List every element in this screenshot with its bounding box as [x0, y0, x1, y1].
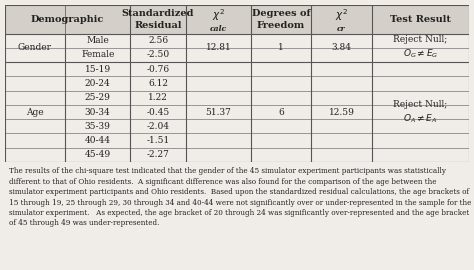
Text: 12.59: 12.59	[328, 107, 355, 117]
Text: 25-29: 25-29	[85, 93, 110, 102]
Text: Degrees of
Freedom: Degrees of Freedom	[252, 9, 310, 29]
Text: Reject Null;
$O_A \neq E_A$: Reject Null; $O_A \neq E_A$	[393, 100, 447, 125]
Text: -1.51: -1.51	[146, 136, 170, 145]
Text: -2.27: -2.27	[146, 150, 170, 159]
Text: Test Result: Test Result	[390, 15, 451, 24]
Text: calc: calc	[210, 25, 227, 33]
Text: Demographic: Demographic	[31, 15, 104, 24]
Text: Reject Null;
$O_G \neq E_G$: Reject Null; $O_G \neq E_G$	[393, 35, 447, 60]
Text: Male: Male	[86, 36, 109, 45]
Text: 12.81: 12.81	[206, 43, 231, 52]
Text: 20-24: 20-24	[85, 79, 110, 88]
Text: 35-39: 35-39	[85, 122, 110, 131]
Text: Gender: Gender	[18, 43, 52, 52]
Text: -2.50: -2.50	[146, 50, 170, 59]
Text: Age: Age	[26, 107, 44, 117]
FancyBboxPatch shape	[5, 5, 469, 33]
Text: 6.12: 6.12	[148, 79, 168, 88]
Text: 2.56: 2.56	[148, 36, 168, 45]
Text: 51.37: 51.37	[206, 107, 231, 117]
Text: 3.84: 3.84	[331, 43, 352, 52]
Text: -0.45: -0.45	[146, 107, 170, 117]
Text: 1.22: 1.22	[148, 93, 168, 102]
Text: 40-44: 40-44	[85, 136, 110, 145]
Text: Standardized
Residual: Standardized Residual	[122, 9, 194, 29]
Text: 6: 6	[278, 107, 284, 117]
Text: $\chi^2$: $\chi^2$	[335, 7, 348, 23]
Text: 1: 1	[278, 43, 284, 52]
Text: -2.04: -2.04	[146, 122, 170, 131]
Text: $\chi^2$: $\chi^2$	[212, 7, 225, 23]
Text: The results of the chi-square test indicated that the gender of the 45 simulator: The results of the chi-square test indic…	[9, 167, 472, 227]
Text: 45-49: 45-49	[84, 150, 111, 159]
Text: -0.76: -0.76	[146, 65, 170, 74]
Text: Female: Female	[81, 50, 114, 59]
Text: cr: cr	[337, 25, 346, 33]
Text: 15-19: 15-19	[84, 65, 111, 74]
Text: 30-34: 30-34	[85, 107, 110, 117]
FancyBboxPatch shape	[5, 33, 469, 162]
